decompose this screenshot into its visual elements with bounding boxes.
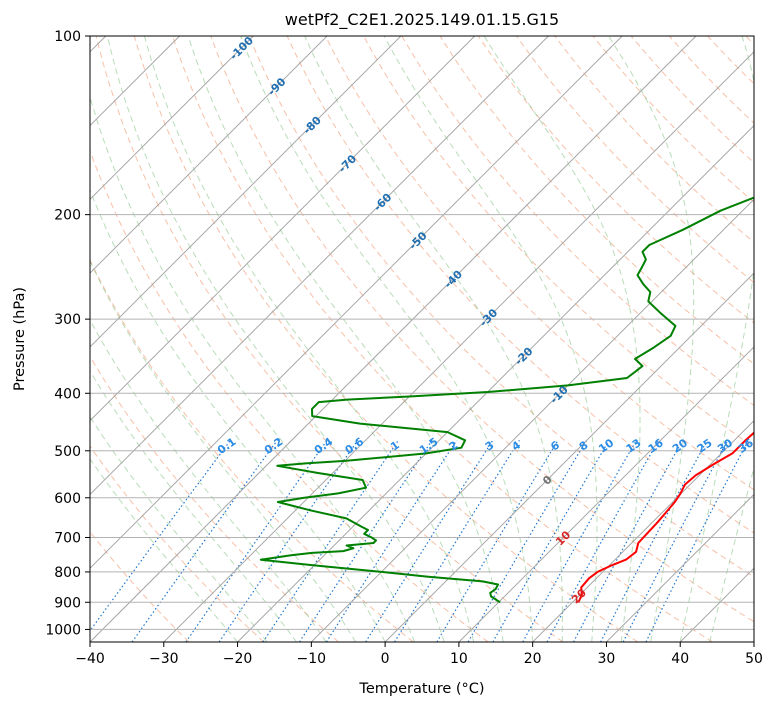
mixing-ratio-line (546, 440, 660, 642)
dry-adiabat-line (90, 445, 265, 642)
moist-adiabat-line (90, 318, 327, 642)
isobar-gridlines (90, 36, 754, 630)
moist-adiabat-line (90, 188, 386, 642)
x-tick-label: 10 (450, 651, 468, 667)
dry-adiabat-line (286, 36, 754, 534)
moist-adiabat-line (106, 36, 445, 642)
isotherm-line (90, 36, 254, 201)
isotherm-line (384, 272, 754, 642)
moist-adiabat-line (90, 415, 268, 642)
dry-adiabat-line (248, 36, 754, 578)
mixing-ratio-line (492, 439, 610, 642)
dry-adiabat-line (90, 355, 339, 642)
isotherm-line (532, 419, 754, 642)
mixing-ratio-line (572, 440, 684, 642)
isotherm-line (753, 641, 754, 642)
isotherm-line (90, 36, 476, 422)
mixing-ratio-line (436, 439, 559, 642)
x-tick-label: −20 (223, 651, 253, 667)
moist-adiabat-line (608, 36, 695, 642)
y-tick-label: 300 (54, 312, 81, 328)
moist-adiabat-line (240, 36, 534, 642)
x-tick-label: 0 (381, 651, 390, 667)
x-axis-label: Temperature (°C) (358, 681, 484, 697)
moist-adiabat-line (90, 458, 238, 642)
isotherms (90, 36, 754, 642)
moist-adiabat-line (143, 36, 475, 642)
dry-adiabat-line (771, 23, 775, 642)
x-tick-label: 30 (598, 651, 616, 667)
isotherm-line (237, 124, 754, 642)
moist-adiabat-line (709, 465, 754, 642)
mixing-ratio-line (325, 439, 458, 642)
chart-title: wetPf2_C2E1.2025.149.01.15.G15 (285, 10, 559, 30)
y-axis-label: Pressure (hPa) (12, 287, 28, 391)
mixing-ratio-label: 36 (736, 436, 756, 456)
dry-adiabat-line (133, 36, 639, 642)
mixing-ratio-line (365, 439, 494, 642)
y-tick-label: 500 (54, 444, 81, 460)
isotherm-line (458, 346, 754, 642)
moist-adiabat-line (90, 370, 297, 642)
isotherm-line (90, 36, 623, 569)
mixing-ratio-line (185, 439, 328, 642)
moist-adiabat-line (483, 36, 641, 642)
isotherm-label: 40 (601, 702, 621, 708)
mixing-ratio-line (299, 439, 433, 642)
isotherm-line (606, 493, 754, 642)
plot-frame (89, 35, 755, 643)
y-tick-label: 1000 (45, 622, 81, 638)
mixing-ratio-line (262, 439, 399, 642)
mixing-ratio-line (218, 439, 359, 642)
y-tick-label: 200 (54, 208, 81, 224)
dry-adiabat-line (324, 36, 754, 491)
y-tick-label: 400 (54, 386, 81, 402)
sounding-profiles (259, 196, 754, 604)
y-tick-label: 900 (54, 595, 81, 611)
mixing-ratio-line (90, 439, 231, 632)
y-axis: 100 200 300 400 500 600 700 800 900 1000 (45, 29, 90, 638)
mixing-ratio-line (131, 439, 278, 642)
moist-adiabat-line (304, 36, 563, 642)
dry-adiabats (90, 23, 775, 642)
y-tick-label: 800 (54, 565, 81, 581)
dewpoint-profile (259, 196, 754, 604)
dry-adiabat-line (95, 36, 564, 642)
moist-adiabat-line (90, 260, 357, 642)
mixing-ratio-lines (90, 439, 749, 642)
isotherm-line (90, 36, 697, 642)
temperature-profile (577, 431, 754, 603)
moist-adiabat-line (679, 36, 754, 642)
x-tick-label: 20 (524, 651, 542, 667)
mixing-ratio-line (467, 439, 588, 642)
isotherm-line (163, 51, 754, 642)
y-tick-label: 700 (54, 531, 81, 547)
dry-adiabat-line (363, 36, 754, 448)
x-tick-label: 40 (671, 651, 689, 667)
moist-adiabat-line (383, 36, 598, 642)
y-tick-label: 600 (54, 491, 81, 507)
y-tick-label: 100 (54, 29, 81, 45)
x-tick-label: −30 (149, 651, 179, 667)
x-tick-label: −40 (75, 651, 105, 667)
isotherm-line (310, 198, 754, 642)
x-tick-label: −10 (297, 651, 327, 667)
x-tick-label: 50 (745, 651, 763, 667)
dry-adiabat-line (90, 149, 489, 642)
isotherm-line (90, 36, 402, 348)
isotherm-line (90, 36, 328, 274)
x-axis: −40 −30 −20 −10 0 10 20 30 40 50 (75, 642, 763, 667)
dry-adiabat-line (210, 36, 754, 623)
mixing-ratio-line (522, 439, 638, 642)
isotherm-line (90, 36, 549, 496)
dry-adiabat-line (401, 36, 754, 407)
plot-area (90, 36, 754, 642)
